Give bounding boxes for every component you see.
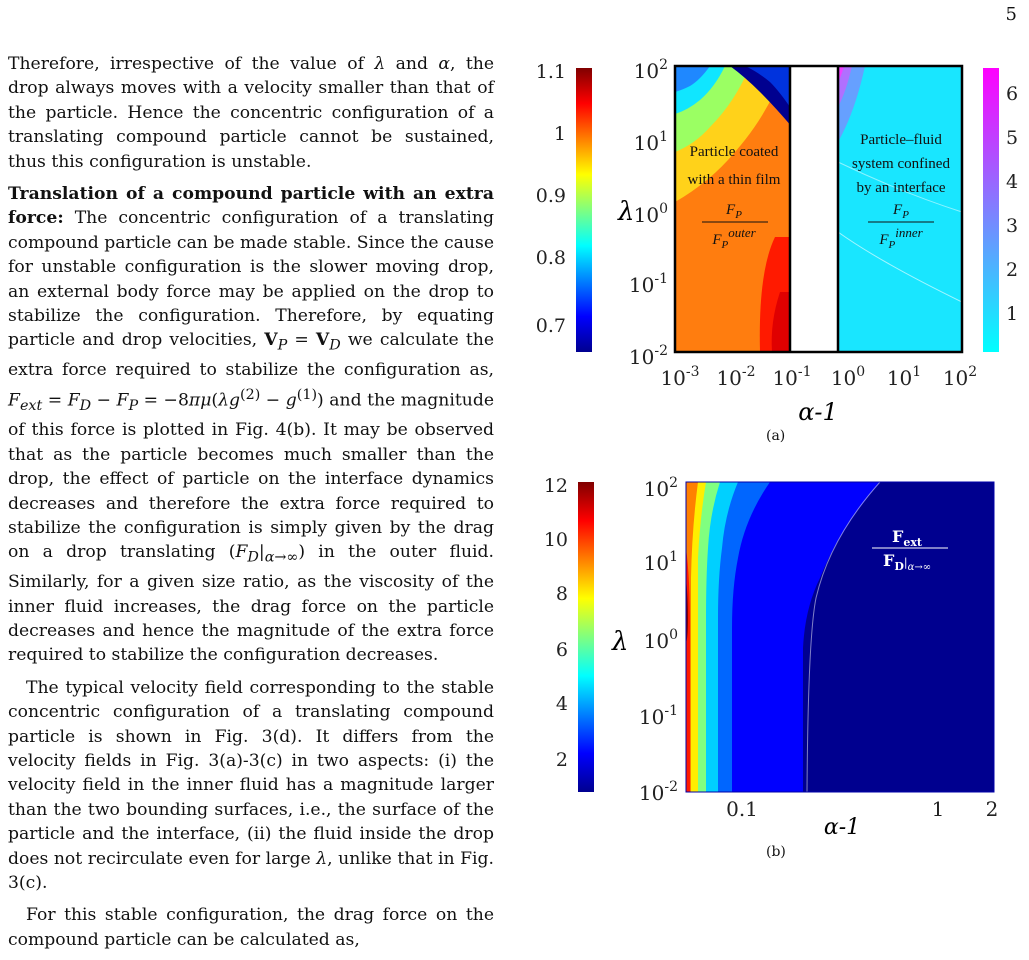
paragraph-2: Translation of a compound particle with … [8, 184, 494, 666]
lc-tick-4: 0.7 [536, 315, 566, 337]
figure-a-frame [673, 64, 964, 354]
figure-a-contours [675, 66, 962, 352]
right-label-3: by an interface [856, 180, 945, 196]
bc-tick-2: 8 [556, 583, 568, 605]
figure-b-xlabel: α-1 [824, 815, 860, 838]
fb-y-tick-1: 101 [644, 549, 678, 575]
left-label-1: Particle coated [690, 144, 779, 160]
fb-y-tick-3: 10-1 [639, 703, 678, 729]
fa-y-tick-0: 102 [634, 57, 668, 83]
rc-tick-2: 4 [1006, 171, 1018, 193]
figure-b-frame [685, 481, 995, 793]
left-colorbar-ticks: 1.1 1 0.9 0.8 0.7 [536, 61, 566, 337]
page-number: 5 [1005, 4, 1017, 25]
figure-a-ylabel: λ [617, 197, 634, 227]
lc-tick-3: 0.8 [536, 247, 566, 269]
figure-b: 12 10 8 6 4 2 102 101 100 10-1 10 [520, 468, 1020, 838]
fa-y-tick-2: 100 [634, 201, 668, 227]
fb-y-tick-4: 10-2 [639, 779, 678, 805]
right-label-2: system confined [852, 156, 950, 172]
lc-tick-0: 1.1 [536, 61, 566, 83]
figure-a-caption: (a) [766, 428, 786, 444]
figure-b-caption: (b) [766, 844, 786, 860]
left-label-2: with a thin film [688, 172, 781, 188]
figure-b-y-ticks: 102 101 100 10-1 10-2 [639, 475, 678, 805]
figure-a-plot: 1.1 1 0.9 0.8 0.7 [536, 57, 1018, 426]
bc-tick-3: 6 [556, 639, 568, 661]
fb-y-tick-0: 102 [644, 475, 678, 501]
text-column: Therefore, irrespective of the value of … [8, 52, 494, 960]
bc-tick-4: 4 [556, 693, 568, 715]
figure-b-contours [686, 482, 994, 792]
fa-x-tick-1: 10-2 [716, 364, 755, 390]
fb-y-tick-2: 100 [644, 627, 678, 653]
paragraph-4: For this stable configuration, the drag … [8, 905, 494, 950]
figure-b-plot: 12 10 8 6 4 2 102 101 100 10-1 10 [544, 475, 999, 838]
rc-tick-1: 5 [1006, 127, 1018, 149]
figure-b-x-ticks: 0.1 1 2 [726, 797, 998, 821]
fa-y-tick-1: 101 [634, 129, 668, 155]
section-heading: Translation of a compound particle with … [8, 184, 494, 229]
rc-tick-5: 1 [1006, 303, 1018, 325]
rc-tick-3: 3 [1006, 215, 1018, 237]
b-colorbar [578, 482, 594, 792]
figure-a: 1.1 1 0.9 0.8 0.7 [520, 52, 1020, 432]
lc-tick-2: 0.9 [536, 185, 566, 207]
fa-y-tick-3: 10-1 [629, 271, 668, 297]
left-colorbar [576, 68, 592, 352]
right-label-1: Particle–fluid [860, 132, 942, 148]
bc-tick-5: 2 [556, 749, 568, 771]
fa-x-tick-3: 100 [831, 364, 865, 390]
figure-a-y-ticks: 102 101 100 10-1 10-2 [629, 57, 668, 369]
fa-x-tick-0: 10-3 [660, 364, 699, 390]
paragraph-3: The typical velocity field corresponding… [8, 677, 494, 894]
fa-x-tick-4: 101 [887, 364, 921, 390]
lc-tick-1: 1 [554, 123, 566, 145]
fa-x-tick-5: 102 [943, 364, 977, 390]
bc-tick-1: 10 [544, 529, 568, 551]
fb-x-tick-0: 0.1 [726, 797, 758, 821]
figure-b-ylabel: λ [611, 627, 628, 657]
rc-tick-4: 2 [1006, 259, 1018, 281]
paragraph-1: Therefore, irrespective of the value of … [8, 54, 494, 172]
figure-a-x-ticks: 10-3 10-2 10-1 100 101 102 [660, 364, 977, 390]
bc-tick-0: 12 [544, 475, 568, 497]
fb-x-tick-1: 1 [932, 797, 945, 821]
fa-x-tick-2: 10-1 [772, 364, 811, 390]
right-colorbar-ticks: 6 5 4 3 2 1 [1006, 83, 1018, 325]
b-colorbar-ticks: 12 10 8 6 4 2 [544, 475, 568, 771]
rc-tick-0: 6 [1006, 83, 1018, 105]
right-colorbar [983, 68, 999, 352]
fb-x-tick-2: 2 [986, 797, 999, 821]
figure-a-xlabel: α-1 [798, 398, 838, 426]
